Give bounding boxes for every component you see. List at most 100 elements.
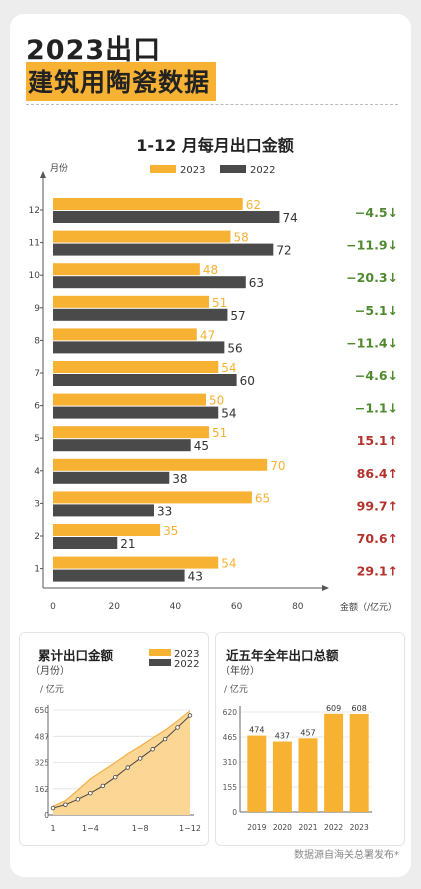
annual-data-label: 437 bbox=[275, 732, 290, 741]
y-tick-label: 7 bbox=[34, 369, 40, 379]
y-tick-label: 11 bbox=[29, 239, 40, 249]
data-label-2022: 33 bbox=[157, 504, 172, 518]
data-label-2023: 62 bbox=[246, 198, 261, 212]
legend-swatch-2023 bbox=[149, 649, 171, 656]
bar-2023 bbox=[53, 198, 243, 210]
annual-bar bbox=[298, 738, 318, 812]
cumulative-subtitle: （月份） bbox=[30, 665, 70, 677]
data-label-2023: 51 bbox=[212, 296, 227, 310]
bar-2022 bbox=[53, 504, 154, 517]
y-tick-label: 0 bbox=[44, 811, 49, 820]
point-2022 bbox=[63, 802, 68, 807]
point-2022 bbox=[137, 756, 143, 761]
bar-2023 bbox=[53, 230, 231, 243]
cumulative-y-unit: / 亿元 bbox=[40, 683, 64, 695]
x-tick-label: 0 bbox=[50, 602, 56, 612]
cumulative-title: 累计出口金额 bbox=[38, 648, 114, 663]
data-label-2022: 38 bbox=[172, 472, 187, 486]
yoy-change-label: −11.4↓ bbox=[346, 335, 398, 350]
y-tick-label: 162 bbox=[35, 785, 50, 794]
y-axis-label: 月份 bbox=[50, 162, 68, 174]
y-tick-label: 1 bbox=[34, 565, 40, 575]
data-label-2022: 54 bbox=[221, 407, 236, 421]
data-label-2022: 63 bbox=[249, 276, 264, 290]
yoy-change-label: −4.6↓ bbox=[355, 368, 398, 383]
bar-2023 bbox=[53, 556, 219, 569]
bar-2023 bbox=[53, 361, 219, 373]
data-label-2022: 60 bbox=[240, 374, 255, 388]
x-tick-label: 2021 bbox=[298, 823, 317, 832]
y-tick-label: 0 bbox=[232, 808, 237, 817]
x-tick-label: 80 bbox=[292, 602, 304, 612]
page-title-line2: 建筑用陶瓷数据 bbox=[26, 62, 217, 101]
bar-2022 bbox=[53, 537, 118, 549]
point-2022 bbox=[187, 713, 193, 718]
point-2022 bbox=[75, 797, 81, 802]
yoy-change-label: −1.1↓ bbox=[355, 401, 398, 416]
line-2022 bbox=[52, 715, 191, 809]
data-label-2023: 58 bbox=[233, 231, 248, 245]
bar-2022 bbox=[53, 439, 191, 452]
x-axis-label: 金额（/亿元） bbox=[340, 601, 397, 613]
bar-2023 bbox=[53, 524, 161, 536]
legend-label-2023: 2023 bbox=[174, 649, 199, 660]
title-divider bbox=[26, 104, 398, 105]
y-tick-label: 650 bbox=[35, 706, 50, 715]
data-label-2022: 43 bbox=[188, 570, 203, 584]
point-2022 bbox=[150, 747, 155, 752]
yoy-change-label: 70.6↑ bbox=[357, 531, 398, 546]
bar-2023 bbox=[53, 263, 200, 276]
data-label-2023: 70 bbox=[270, 459, 285, 473]
data-label-2023: 50 bbox=[209, 394, 224, 408]
bar-2022 bbox=[53, 308, 228, 321]
annual-title: 近五年全年出口总额 bbox=[226, 648, 339, 663]
yoy-change-label: −20.3↓ bbox=[346, 270, 398, 285]
bar-2022 bbox=[53, 243, 274, 256]
point-2022 bbox=[88, 790, 93, 796]
annual-data-label: 608 bbox=[352, 704, 367, 713]
data-label-2022: 57 bbox=[230, 309, 245, 323]
bar-2022 bbox=[53, 276, 246, 289]
yoy-change-label: 15.1↑ bbox=[357, 433, 398, 448]
bar-2022 bbox=[53, 211, 280, 223]
area-2023 bbox=[53, 710, 190, 815]
data-label-2022: 74 bbox=[282, 211, 297, 225]
legend-swatch-2022 bbox=[220, 165, 246, 173]
y-tick-label: 3 bbox=[34, 499, 40, 509]
yoy-change-label: 99.7↑ bbox=[357, 498, 398, 513]
annual-data-label: 474 bbox=[249, 726, 264, 735]
chart-title: 1-12 月每月出口金额 bbox=[136, 136, 294, 155]
x-tick-label: 60 bbox=[231, 602, 243, 612]
legend-label-2023: 2023 bbox=[180, 165, 205, 176]
bar-2022 bbox=[53, 406, 219, 419]
data-label-2022: 21 bbox=[120, 537, 135, 551]
page-title-line1: 2023出口 bbox=[26, 35, 162, 66]
y-tick-label: 10 bbox=[29, 271, 41, 281]
bar-2023 bbox=[53, 458, 268, 471]
bar-2022 bbox=[53, 374, 237, 386]
bar-2023 bbox=[53, 328, 197, 341]
annual-data-label: 457 bbox=[300, 728, 315, 737]
data-label-2023: 47 bbox=[200, 328, 215, 342]
legend-swatch-2023 bbox=[150, 165, 176, 173]
yoy-change-label: 29.1↑ bbox=[357, 564, 398, 579]
y-tick-label: 155 bbox=[223, 783, 238, 792]
y-axis-arrow bbox=[40, 171, 46, 178]
yoy-change-label: −5.1↓ bbox=[355, 303, 398, 318]
y-tick-label: 620 bbox=[223, 708, 238, 717]
x-tick-label: 1−4 bbox=[82, 824, 99, 833]
y-tick-label: 5 bbox=[34, 434, 40, 444]
y-tick-label: 4 bbox=[34, 467, 40, 477]
data-label-2023: 54 bbox=[221, 557, 236, 571]
y-tick-label: 12 bbox=[29, 206, 40, 216]
y-tick-label: 9 bbox=[34, 304, 40, 314]
legend-label-2022: 2022 bbox=[250, 165, 275, 176]
y-tick-label: 8 bbox=[34, 336, 40, 346]
x-tick-label: 2022 bbox=[324, 823, 343, 832]
x-tick-label: 40 bbox=[170, 602, 182, 612]
y-tick-label: 465 bbox=[223, 733, 238, 742]
x-tick-label: 1−12 bbox=[179, 824, 201, 833]
x-tick-label: 2020 bbox=[273, 823, 292, 832]
